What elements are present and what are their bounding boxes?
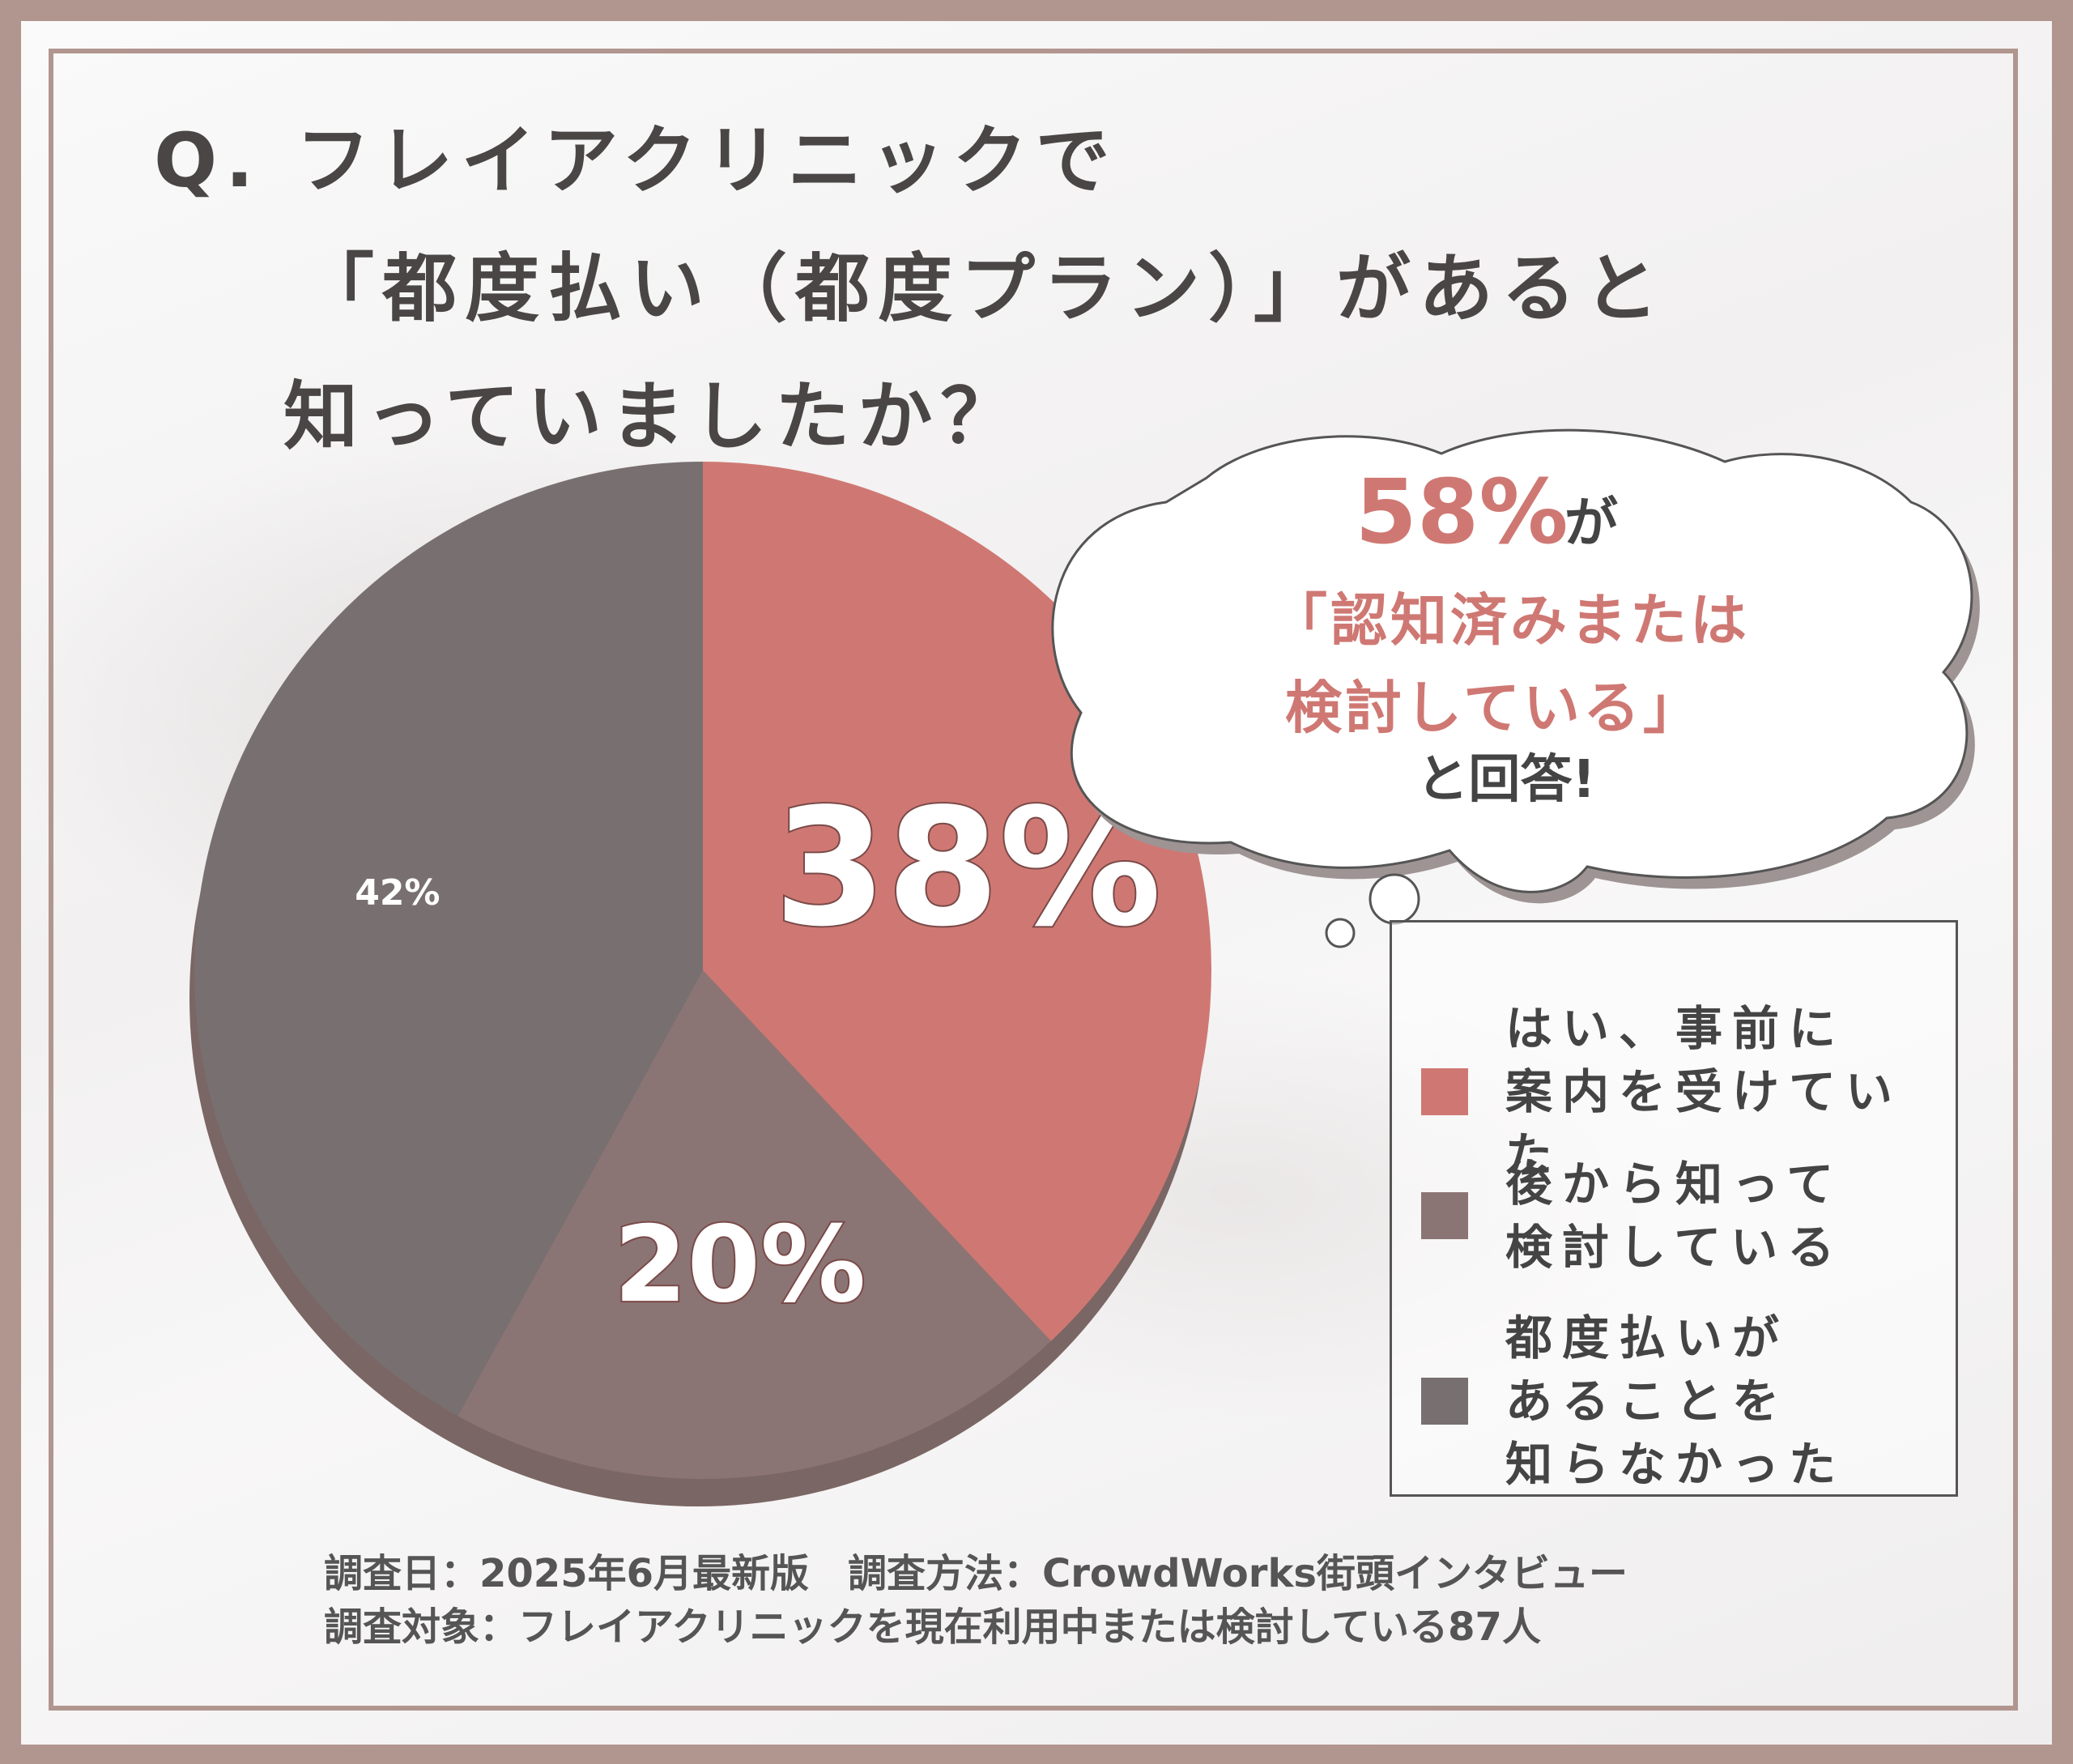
- title-line-1: Q. フレイアクリニックで: [154, 117, 1118, 204]
- bubble-dot-small: [1325, 918, 1356, 948]
- legend-swatch-unaware: [1421, 1378, 1468, 1425]
- bubble-ga: が: [1564, 492, 1618, 554]
- title-line-2: 「都度払い（都度プラン）」があると: [300, 245, 1667, 332]
- legend-item-unaware: 都度払いが あることを 知らなかった: [1392, 1306, 1845, 1496]
- footer-line-1: 調査日：2025年6月最新版 調査方法：CrowdWorks街頭インタビュー: [324, 1551, 1628, 1596]
- legend-item-later: 後から知って 検討している: [1392, 1153, 1844, 1279]
- pie-label-later: 20%: [614, 1203, 866, 1326]
- bubble-line-2: 「認知済みまたは: [1271, 587, 1750, 654]
- bubble-percent: 58%: [1355, 460, 1568, 564]
- survey-footer: 調査日：2025年6月最新版 調査方法：CrowdWorks街頭インタビュー 調…: [324, 1547, 1628, 1654]
- legend-label-yes: はい、事前に 案内を受けていた: [1505, 1001, 1903, 1182]
- title-line-3: 知っていましたか？: [283, 373, 1024, 460]
- inner-frame: [49, 49, 2018, 1711]
- legend-swatch-later: [1421, 1192, 1468, 1239]
- pie-labels: 38%20%42%: [355, 773, 1163, 1328]
- pie-slice-unaware: [194, 462, 704, 1417]
- bubble-line-4: と回答!: [1416, 750, 1595, 810]
- legend-swatch-yes: [1421, 1068, 1468, 1115]
- bubble-body: [1051, 428, 1973, 893]
- legend-item-yes: はい、事前に 案内を受けていた: [1392, 997, 1956, 1187]
- bubble-dot-large: [1369, 873, 1420, 925]
- question-title: Q. フレイアクリニックで 「都度払い（都度プラン）」があると 知っていましたか…: [154, 97, 1976, 481]
- pie-slice-later: [458, 970, 1051, 1480]
- pie-label-unaware: 42%: [355, 872, 440, 914]
- footer-line-2: 調査対象：フレイアクリニックを現在利用中または検討している87人: [324, 1604, 1541, 1650]
- speech-bubble: 58% が 「認知済みまたは 検討している」 と回答!: [1051, 428, 1980, 948]
- legend-label-unaware: 都度払いが あることを 知らなかった: [1505, 1310, 1846, 1492]
- legend-label-later: 後から知って 検討している: [1505, 1157, 1845, 1275]
- legend: はい、事前に 案内を受けていた 後から知って 検討している 都度払いが あること…: [1390, 920, 1958, 1497]
- bubble-line-3: 検討している」: [1285, 675, 1703, 741]
